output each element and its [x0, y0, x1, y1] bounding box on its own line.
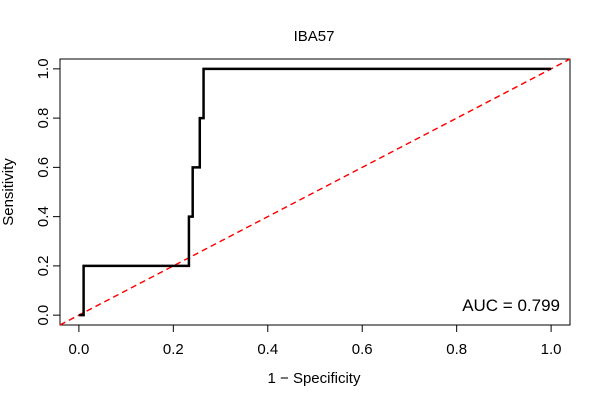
y-tick-label: 0.0	[35, 305, 52, 326]
roc-curve-line	[78, 67, 552, 317]
x-tick-label: 0.2	[163, 341, 184, 358]
x-axis-label: 1 − Specificity	[268, 370, 361, 387]
x-axis: 0.0 0.2 0.4 0.6 0.8 1.0	[68, 324, 562, 358]
reference-diagonal-line	[59, 58, 571, 326]
y-tick-label: 0.4	[35, 206, 52, 227]
x-tick-label: 0.0	[68, 341, 89, 358]
y-tick-label: 0.8	[35, 108, 52, 129]
x-tick-label: 1.0	[541, 341, 562, 358]
series-layer	[59, 58, 571, 326]
x-tick-label: 0.6	[352, 341, 373, 358]
auc-annotation: AUC = 0.799	[462, 296, 560, 315]
y-axis: 0.0 0.2 0.4 0.6 0.8 1.0	[35, 58, 61, 326]
chart-title: IBA57	[294, 28, 335, 45]
y-tick-label: 1.0	[35, 58, 52, 79]
y-tick-label: 0.2	[35, 255, 52, 276]
x-tick-label: 0.4	[257, 341, 278, 358]
y-tick-label: 0.6	[35, 157, 52, 178]
plot-frame	[59, 58, 571, 326]
x-tick-label: 0.8	[446, 341, 467, 358]
y-axis-label: Sensitivity	[0, 158, 17, 226]
